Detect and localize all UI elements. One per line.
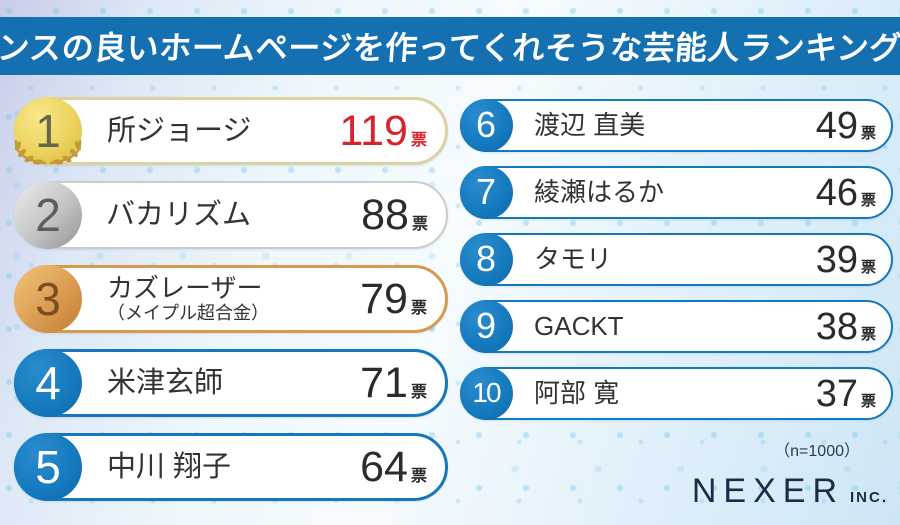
- rank-number: 6: [475, 104, 497, 145]
- rank-badge: 6: [459, 98, 513, 152]
- ranking-column-right: 6: [459, 98, 893, 434]
- vote-unit: 票: [410, 383, 427, 401]
- ranking-column-left: 1: [14, 97, 448, 517]
- ranking-row: 5: [14, 433, 448, 501]
- celebrity-name-block: 渡辺 直美: [462, 109, 646, 140]
- vote-unit: 票: [860, 325, 876, 343]
- vote-count: 64: [360, 442, 408, 491]
- vote-count: 39: [815, 238, 858, 281]
- ranking-row: 9: [459, 299, 893, 353]
- celebrity-name: 阿部 寛: [534, 377, 620, 408]
- ranking-row: 6: [459, 98, 893, 152]
- celebrity-name: GACKT: [534, 310, 624, 341]
- page-title: センスの良いホームページを作ってくれそうな芸能人ランキング！: [0, 30, 900, 66]
- celebrity-name-block: 阿部 寛: [462, 377, 620, 408]
- vote-block: 38 票: [816, 308, 891, 346]
- rank-badge: 1: [14, 97, 82, 165]
- vote-block: 49 票: [816, 107, 891, 145]
- rank-number: 9: [475, 305, 497, 346]
- vote-unit: 票: [860, 258, 876, 276]
- rank-number: 4: [35, 357, 61, 409]
- celebrity-name-block: 綾瀬はるか: [462, 176, 665, 207]
- vote-block: 88 票: [361, 190, 446, 239]
- brand-suffix: INC.: [850, 489, 888, 506]
- laurel-icon: [14, 139, 82, 165]
- rank-badge: 3: [14, 265, 82, 333]
- celebrity-name: カズレーザー: [107, 273, 263, 304]
- vote-block: 37 票: [816, 375, 891, 413]
- vote-unit: 票: [410, 131, 427, 149]
- rank-badge: 9: [459, 299, 513, 353]
- vote-block: 39 票: [816, 241, 891, 279]
- celebrity-name: 綾瀬はるか: [534, 176, 665, 207]
- celebrity-name-block: カズレーザー （メイプル超合金）: [17, 273, 269, 324]
- celebrity-name-block: 米津玄師: [17, 367, 223, 399]
- rank-badge: 7: [459, 165, 513, 219]
- vote-block: 119 票: [339, 106, 445, 155]
- rank-number: 5: [35, 441, 61, 493]
- vote-block: 79 票: [360, 274, 445, 323]
- vote-unit: 票: [860, 392, 876, 410]
- ranking-row: 1: [14, 97, 448, 165]
- celebrity-name-block: GACKT: [462, 310, 624, 341]
- rank-badge: 4: [14, 349, 82, 417]
- vote-count: 79: [360, 274, 408, 323]
- celebrity-name-block: バカリズム: [16, 199, 251, 231]
- vote-count: 38: [815, 305, 858, 348]
- ranking-row: 10: [459, 366, 893, 420]
- rank-badge: 2: [14, 181, 82, 249]
- vote-block: 71 票: [360, 358, 445, 407]
- celebrity-name: バカリズム: [106, 198, 252, 231]
- celebrity-name: 所ジョージ: [107, 114, 252, 147]
- vote-block: 46 票: [816, 174, 891, 212]
- celebrity-name-block: タモリ: [462, 243, 613, 274]
- vote-count: 46: [815, 171, 858, 214]
- vote-count: 119: [339, 106, 408, 155]
- ranking-row: 8: [459, 232, 893, 286]
- vote-count: 37: [815, 372, 858, 415]
- ranking-row: 7: [459, 165, 893, 219]
- rank-badge: 10: [459, 366, 513, 420]
- celebrity-name: 米津玄師: [107, 366, 224, 399]
- sample-size-note: （n=1000）: [774, 443, 860, 460]
- rank-number: 10: [472, 377, 501, 408]
- ranking-row: 2: [14, 181, 448, 249]
- ranking-row: 4: [14, 349, 448, 417]
- vote-unit: 票: [410, 299, 427, 317]
- celebrity-name-block: 中川 翔子: [17, 451, 231, 483]
- rank-number: 1: [35, 105, 61, 157]
- vote-unit: 票: [860, 191, 876, 209]
- vote-unit: 票: [860, 124, 876, 142]
- vote-block: 64 票: [360, 442, 445, 491]
- rank-number: 2: [35, 189, 61, 241]
- celebrity-name-block: 所ジョージ: [17, 115, 251, 147]
- celebrity-name: 渡辺 直美: [534, 109, 646, 140]
- brand-logo: NEXER INC.: [692, 472, 888, 511]
- vote-unit: 票: [410, 467, 427, 485]
- rank-number: 8: [475, 238, 497, 279]
- ranking-row: 3: [14, 265, 448, 333]
- celebrity-group: （メイプル超合金）: [107, 303, 269, 324]
- rank-number: 7: [475, 171, 497, 212]
- vote-count: 71: [360, 358, 408, 407]
- brand-name: NEXER: [691, 472, 844, 510]
- celebrity-name: タモリ: [534, 243, 613, 274]
- vote-unit: 票: [411, 215, 428, 233]
- rank-number: 3: [35, 273, 61, 325]
- rank-badge: 8: [459, 232, 513, 286]
- title-banner: センスの良いホームページを作ってくれそうな芸能人ランキング！: [0, 17, 900, 75]
- vote-count: 88: [361, 190, 409, 239]
- celebrity-name: 中川 翔子: [107, 450, 232, 483]
- rank-badge: 5: [14, 433, 82, 501]
- vote-count: 49: [815, 104, 858, 147]
